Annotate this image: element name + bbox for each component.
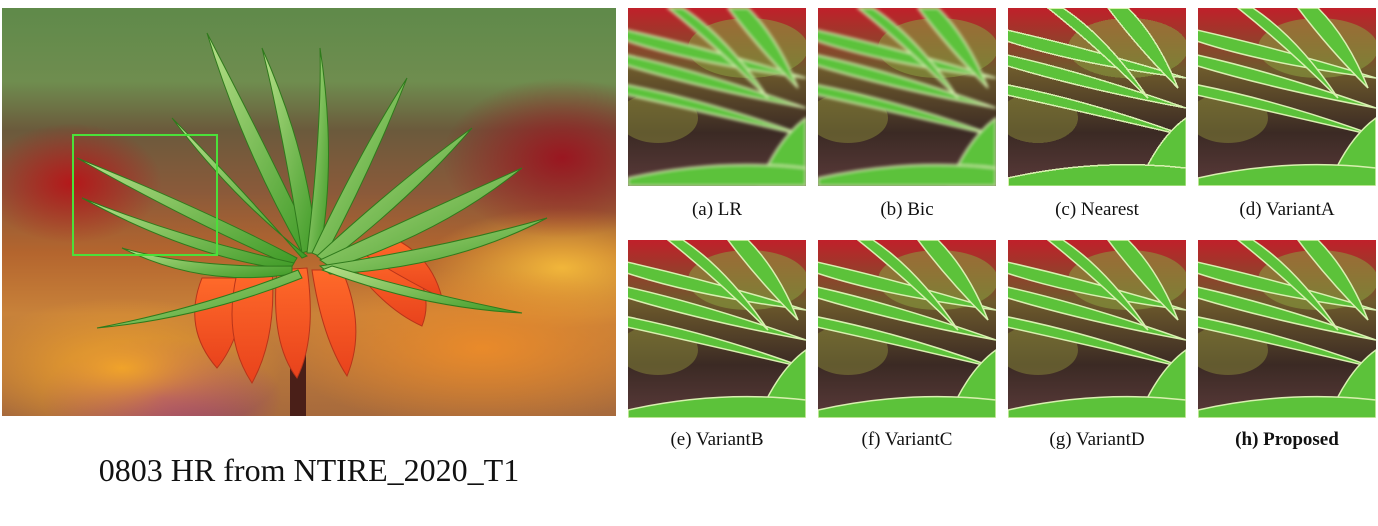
main-image-caption: 0803 HR from NTIRE_2020_T1 (98, 452, 520, 488)
zoom-crop-8 (1198, 240, 1376, 418)
crop-caption: (f) VariantC (861, 429, 953, 450)
zoom-crop-2 (818, 8, 996, 186)
crop-caption: (e) VariantB (670, 429, 764, 450)
crop-caption: (c) Nearest (1055, 199, 1139, 220)
crop-caption: (g) VariantD (1049, 429, 1145, 450)
zoom-region-box (72, 134, 218, 256)
zoom-crop-4 (1198, 8, 1376, 186)
zoom-crop-5 (628, 240, 806, 418)
hr-flower-photo (2, 8, 616, 416)
flower-illustration (76, 32, 548, 416)
zoom-crop-7 (1008, 240, 1186, 418)
crop-caption: (b) Bic (880, 199, 934, 220)
zoom-crop-1 (628, 8, 806, 186)
zoom-crop-3 (1008, 8, 1186, 186)
crop-caption: (a) LR (691, 199, 743, 220)
crop-caption: (d) VariantA (1239, 199, 1335, 220)
zoom-crop-6 (818, 240, 996, 418)
crop-caption: (h) Proposed (1235, 429, 1339, 450)
